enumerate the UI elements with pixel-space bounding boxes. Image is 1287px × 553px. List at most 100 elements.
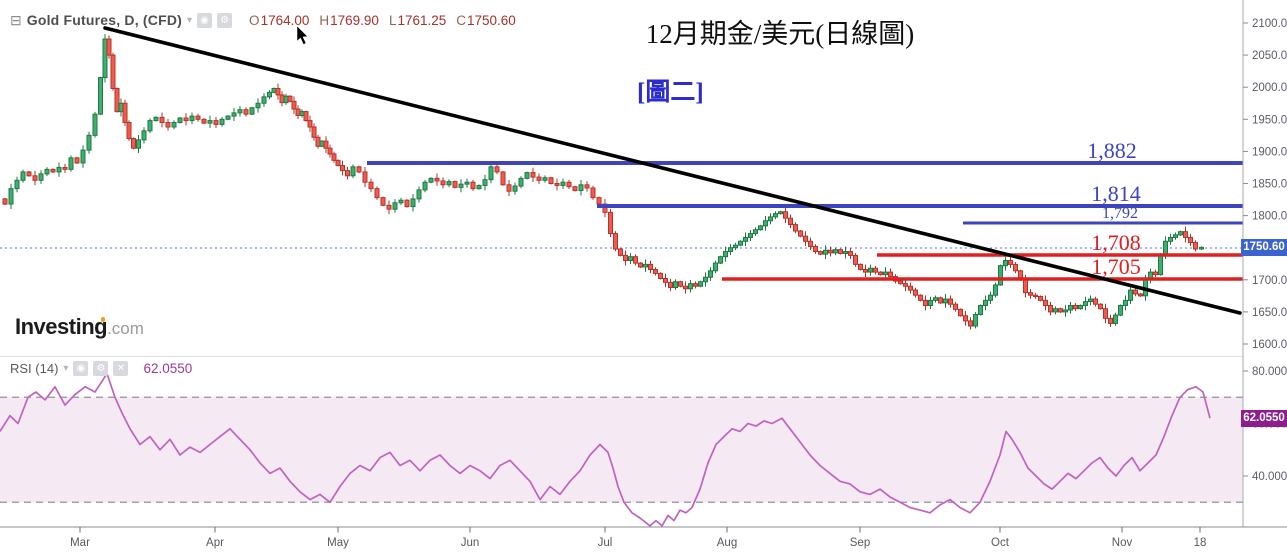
- candle: [778, 211, 783, 215]
- candle: [943, 298, 948, 304]
- candle: [878, 271, 883, 276]
- candle: [126, 122, 132, 140]
- symbol-title[interactable]: Gold Futures, D, (CFD): [26, 12, 183, 28]
- candle: [693, 283, 698, 287]
- time-label-May[interactable]: May: [327, 537, 349, 549]
- candle: [404, 199, 410, 208]
- candle: [903, 283, 908, 287]
- candle: [1033, 294, 1038, 297]
- candle: [243, 109, 249, 115]
- gear-icon[interactable]: ⚙: [93, 361, 109, 376]
- candle: [1163, 240, 1168, 255]
- candle: [422, 181, 428, 191]
- time-label-Oct[interactable]: Oct: [991, 537, 1010, 549]
- candle: [1098, 303, 1103, 310]
- chevron-down-icon[interactable]: ▾: [63, 363, 69, 374]
- candle: [159, 116, 165, 124]
- candle: [307, 120, 313, 128]
- candle: [888, 271, 893, 278]
- rsi-value: 62.0550: [143, 361, 193, 376]
- candle: [688, 283, 693, 290]
- candle: [653, 269, 658, 274]
- eye-icon[interactable]: ◉: [73, 361, 89, 376]
- candle: [728, 247, 733, 253]
- candle: [873, 267, 878, 273]
- candle: [287, 95, 293, 102]
- time-label-Nov[interactable]: Nov: [1112, 537, 1133, 549]
- candle: [340, 165, 345, 172]
- collapse-icon[interactable]: ⊟: [10, 12, 22, 28]
- candle: [953, 303, 958, 310]
- eye-icon[interactable]: ◉: [197, 12, 213, 28]
- candle: [998, 265, 1003, 286]
- rsi-legend[interactable]: RSI (14) ▾ ◉ ⚙ ✕ 62.0550: [10, 361, 192, 376]
- candle: [968, 320, 973, 327]
- level-label-1705: 1,705: [1091, 254, 1141, 279]
- candle: [596, 197, 602, 205]
- candle: [267, 91, 272, 98]
- candle: [106, 38, 112, 56]
- rsi-tick-label[interactable]: 40.0000: [1252, 471, 1287, 483]
- price-tick-label[interactable]: 2100.00: [1252, 18, 1287, 30]
- candle: [1199, 246, 1204, 250]
- candle: [663, 278, 668, 283]
- close-value: 1750.60: [467, 12, 516, 28]
- open-label: O: [249, 12, 260, 28]
- page-title: 12月期金/美元(日線圖): [645, 19, 915, 49]
- time-label-Sep[interactable]: Sep: [850, 537, 870, 549]
- candle: [1043, 299, 1048, 306]
- rsi-tick-label[interactable]: 80.0000: [1252, 366, 1287, 378]
- gear-icon[interactable]: ⚙: [217, 12, 233, 28]
- time-label-18[interactable]: 18: [1194, 537, 1207, 549]
- candle: [136, 139, 141, 149]
- rsi-title[interactable]: RSI (14): [10, 361, 59, 376]
- candle: [32, 175, 38, 181]
- figure-caption: [圖二]: [637, 79, 704, 106]
- candle: [618, 248, 623, 256]
- time-label-Aug[interactable]: Aug: [717, 537, 737, 549]
- symbol-legend[interactable]: ⊟ Gold Futures, D, (CFD) ▾ ◉ ⚙ O1764.00 …: [10, 12, 516, 28]
- candle: [8, 188, 14, 205]
- time-label-Apr[interactable]: Apr: [206, 537, 224, 549]
- current-price-badge: 1750.60: [1241, 239, 1287, 256]
- price-tick-label[interactable]: 1700.00: [1252, 275, 1287, 287]
- price-tick-label[interactable]: 2000.00: [1252, 82, 1287, 94]
- time-label-Jun[interactable]: Jun: [461, 537, 480, 549]
- candle: [928, 299, 933, 306]
- price-tick-label[interactable]: 1650.00: [1252, 307, 1287, 319]
- price-tick-label[interactable]: 1600.00: [1252, 339, 1287, 351]
- candle: [271, 87, 277, 93]
- candle: [303, 111, 309, 122]
- candle: [440, 180, 446, 186]
- candle: [572, 186, 578, 192]
- candle: [818, 251, 823, 255]
- ohlc-values: O1764.00 H1769.90 L1761.25 C1750.60: [249, 13, 516, 28]
- close-icon[interactable]: ✕: [113, 361, 129, 376]
- logo-suffix: .com: [107, 319, 144, 338]
- candle: [458, 183, 464, 188]
- candle: [1068, 304, 1073, 311]
- candle: [356, 166, 362, 173]
- candle: [542, 177, 548, 181]
- candle: [883, 271, 888, 276]
- price-tick-label[interactable]: 1900.00: [1252, 146, 1287, 158]
- trend-line[interactable]: [103, 26, 1242, 315]
- candle: [1178, 231, 1183, 236]
- chevron-down-icon[interactable]: ▾: [187, 14, 193, 26]
- candle: [327, 147, 333, 155]
- candle: [530, 172, 536, 178]
- price-tick-label[interactable]: 1850.00: [1252, 179, 1287, 191]
- low-value: 1761.25: [397, 12, 447, 28]
- candle: [853, 254, 858, 265]
- candle: [933, 297, 938, 301]
- price-tick-label[interactable]: 1950.00: [1252, 114, 1287, 126]
- time-label-Jul[interactable]: Jul: [598, 537, 613, 549]
- price-tick-label[interactable]: 1800.00: [1252, 211, 1287, 223]
- candle: [147, 120, 153, 132]
- time-label-Mar[interactable]: Mar: [70, 537, 90, 549]
- price-tick-label[interactable]: 2050.00: [1252, 50, 1287, 62]
- candle: [698, 281, 703, 287]
- candle: [768, 216, 773, 222]
- candle: [62, 166, 68, 170]
